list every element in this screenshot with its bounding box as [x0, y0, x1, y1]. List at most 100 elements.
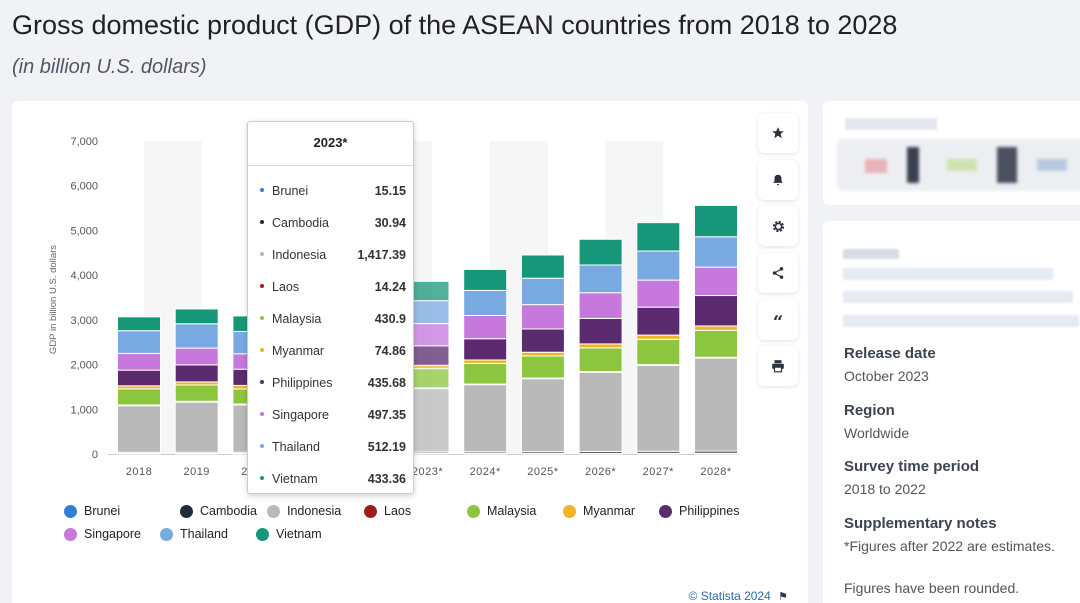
tooltip-row: Vietnam 433.36	[248, 469, 415, 489]
series-dot	[260, 220, 264, 224]
legend-label: Philippines	[679, 504, 740, 518]
bar-segment-myanmar	[694, 325, 738, 331]
y-tick-label: 2,000	[70, 360, 98, 372]
legend-item-cambodia[interactable]: Cambodia	[180, 504, 257, 518]
region-label: Region	[844, 402, 895, 419]
bar-segment-malaysia	[174, 384, 219, 402]
bar-segment-philippines	[578, 317, 623, 345]
legend-item-laos[interactable]: Laos	[364, 504, 411, 518]
bar-segment-singapore	[694, 266, 738, 297]
legend-swatch	[180, 504, 193, 518]
series-dot	[260, 316, 264, 320]
credit-text: © Statista 2024	[688, 589, 771, 603]
blurred-banner[interactable]	[837, 139, 1080, 191]
bar-segment-thailand	[578, 264, 623, 294]
bar-segment-malaysia	[463, 362, 508, 385]
tooltip-series-name: Myanmar	[272, 344, 325, 358]
legend-item-singapore[interactable]: Singapore	[64, 527, 141, 541]
bar-segment-vietnam	[463, 268, 508, 291]
legend-item-malaysia[interactable]: Malaysia	[467, 504, 536, 518]
tooltip-series-name: Thailand	[272, 440, 320, 454]
bar-segment-philippines	[636, 306, 681, 336]
settings-button[interactable]	[758, 206, 798, 246]
tooltip-series-name: Malaysia	[272, 312, 322, 326]
survey-period-value: 2018 to 2022	[844, 481, 926, 497]
bar-segment-malaysia	[636, 338, 681, 366]
legend-swatch	[267, 504, 280, 518]
share-icon	[772, 267, 784, 279]
tooltip-series-value: 430.9	[374, 312, 406, 326]
legend-swatch	[364, 504, 377, 518]
bar-segment-vietnam	[520, 254, 565, 279]
legend-label: Myanmar	[583, 504, 636, 518]
tooltip-row: Myanmar 74.86	[248, 341, 415, 361]
legend-label: Indonesia	[287, 504, 342, 518]
legend-item-myanmar[interactable]: Myanmar	[563, 504, 635, 518]
tooltip-series-name: Philippines	[272, 376, 333, 390]
legend-swatch	[467, 504, 480, 518]
tooltip-title: 2023*	[248, 122, 413, 166]
series-dot	[260, 444, 264, 448]
x-tick-label: 2025*	[527, 466, 558, 478]
legend-label: Malaysia	[487, 504, 537, 518]
y-tick-label: 1,000	[70, 404, 98, 416]
x-tick-label: 2027*	[643, 466, 674, 478]
tooltip-row: Cambodia 30.94	[248, 213, 415, 233]
tooltip-series-name: Singapore	[272, 408, 329, 422]
bar-segment-singapore	[520, 304, 565, 330]
bar-segment-vietnam	[174, 308, 219, 325]
legend-swatch	[160, 527, 173, 541]
share-button[interactable]	[758, 253, 798, 293]
bar-segment-singapore	[174, 347, 219, 366]
series-dot	[260, 412, 264, 416]
bar-segment-thailand	[174, 323, 219, 349]
bar-segment-malaysia	[117, 388, 161, 406]
legend-item-indonesia[interactable]: Indonesia	[267, 504, 341, 518]
gear-icon	[772, 220, 784, 232]
bar-segment-philippines	[117, 369, 161, 387]
tooltip-series-value: 74.86	[374, 344, 406, 358]
bar-segment-myanmar	[578, 343, 623, 349]
bar-segment-indonesia	[117, 405, 161, 453]
bar-segment-thailand	[636, 250, 681, 281]
statista-credit[interactable]: © Statista 2024 ⚑	[689, 589, 788, 603]
tooltip-series-name: Cambodia	[272, 216, 329, 230]
tooltip-series-value: 1,417.39	[357, 248, 406, 262]
tooltip-row: Singapore 497.35	[248, 405, 415, 425]
series-dot	[260, 476, 264, 480]
bar-segment-vietnam	[117, 316, 161, 332]
bar-segment-malaysia	[578, 347, 623, 373]
legend-item-vietnam[interactable]: Vietnam	[256, 527, 322, 541]
bar-segment-myanmar	[636, 334, 681, 340]
page-subtitle: (in billion U.S. dollars)	[12, 56, 207, 78]
notify-button[interactable]	[758, 160, 798, 200]
tooltip-series-value: 30.94	[374, 216, 406, 230]
tooltip-series-value: 433.36	[367, 472, 406, 486]
legend-label: Cambodia	[200, 504, 257, 518]
bar-segment-philippines	[694, 295, 738, 327]
x-tick-label: 2026*	[585, 466, 616, 478]
account-panel	[823, 101, 1080, 205]
bar-segment-singapore	[636, 279, 681, 308]
tooltip-series-name: Laos	[272, 280, 300, 294]
bar-segment-vietnam	[694, 204, 738, 238]
bar-segment-indonesia	[636, 364, 681, 452]
print-button[interactable]	[758, 346, 798, 386]
favorite-button[interactable]	[758, 113, 798, 153]
legend-item-brunei[interactable]: Brunei	[64, 504, 120, 518]
y-tick-label: 6,000	[70, 181, 98, 193]
tooltip-series-name: Indonesia	[272, 248, 327, 262]
bar-segment-thailand	[117, 330, 161, 354]
tooltip-series-name: Vietnam	[272, 472, 318, 486]
tooltip-row: Laos 14.24	[248, 277, 415, 297]
bell-icon	[773, 174, 783, 186]
cite-button[interactable]: “	[758, 300, 798, 340]
y-tick-label: 0	[92, 449, 98, 461]
legend-swatch	[64, 527, 77, 541]
legend-item-philippines[interactable]: Philippines	[659, 504, 739, 518]
legend-item-thailand[interactable]: Thailand	[160, 527, 228, 541]
legend-swatch	[64, 504, 77, 518]
tooltip-series-value: 512.19	[367, 440, 406, 454]
x-tick-label: 2018	[126, 466, 152, 478]
bar-segment-philippines	[520, 328, 565, 353]
